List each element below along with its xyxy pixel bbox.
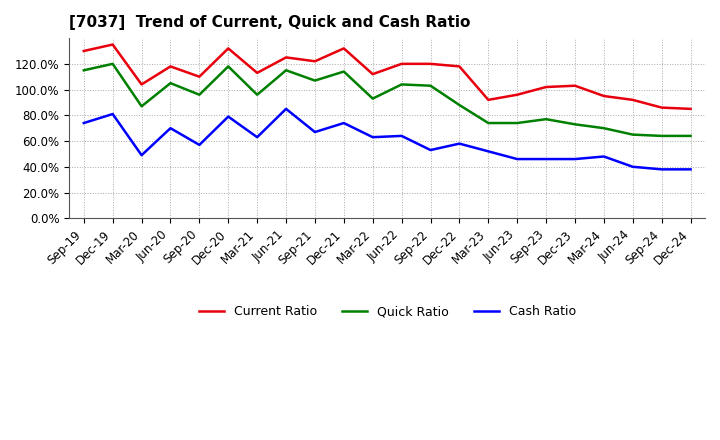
Current Ratio xyxy=(224,46,233,51)
Cash Ratio xyxy=(426,147,435,153)
Quick Ratio xyxy=(138,104,146,109)
Current Ratio xyxy=(109,42,117,47)
Quick Ratio xyxy=(629,132,637,137)
Cash Ratio xyxy=(195,142,204,147)
Cash Ratio xyxy=(253,135,261,140)
Quick Ratio xyxy=(455,103,464,108)
Quick Ratio xyxy=(224,64,233,69)
Quick Ratio xyxy=(340,69,348,74)
Current Ratio xyxy=(600,93,608,99)
Text: [7037]  Trend of Current, Quick and Cash Ratio: [7037] Trend of Current, Quick and Cash … xyxy=(69,15,471,30)
Current Ratio xyxy=(253,70,261,76)
Current Ratio xyxy=(310,59,319,64)
Cash Ratio xyxy=(629,164,637,169)
Current Ratio xyxy=(629,97,637,103)
Current Ratio xyxy=(166,64,175,69)
Current Ratio xyxy=(686,106,695,111)
Quick Ratio xyxy=(282,68,290,73)
Cash Ratio xyxy=(369,135,377,140)
Quick Ratio xyxy=(253,92,261,97)
Current Ratio xyxy=(455,64,464,69)
Quick Ratio xyxy=(571,122,580,127)
Current Ratio xyxy=(282,55,290,60)
Cash Ratio xyxy=(600,154,608,159)
Cash Ratio xyxy=(571,157,580,162)
Quick Ratio xyxy=(657,133,666,139)
Quick Ratio xyxy=(686,133,695,139)
Quick Ratio xyxy=(166,81,175,86)
Cash Ratio xyxy=(686,167,695,172)
Line: Current Ratio: Current Ratio xyxy=(84,44,690,109)
Line: Cash Ratio: Cash Ratio xyxy=(84,109,690,169)
Current Ratio xyxy=(79,48,88,54)
Cash Ratio xyxy=(484,149,492,154)
Cash Ratio xyxy=(397,133,406,139)
Current Ratio xyxy=(571,83,580,88)
Quick Ratio xyxy=(426,83,435,88)
Quick Ratio xyxy=(195,92,204,97)
Current Ratio xyxy=(426,61,435,66)
Cash Ratio xyxy=(79,121,88,126)
Quick Ratio xyxy=(109,61,117,66)
Current Ratio xyxy=(541,84,550,90)
Line: Quick Ratio: Quick Ratio xyxy=(84,64,690,136)
Cash Ratio xyxy=(657,167,666,172)
Current Ratio xyxy=(369,71,377,77)
Cash Ratio xyxy=(109,111,117,117)
Current Ratio xyxy=(657,105,666,110)
Cash Ratio xyxy=(513,157,521,162)
Current Ratio xyxy=(513,92,521,97)
Cash Ratio xyxy=(340,121,348,126)
Quick Ratio xyxy=(310,78,319,83)
Current Ratio xyxy=(138,82,146,87)
Quick Ratio xyxy=(541,117,550,122)
Current Ratio xyxy=(195,74,204,79)
Cash Ratio xyxy=(541,157,550,162)
Current Ratio xyxy=(397,61,406,66)
Quick Ratio xyxy=(369,96,377,101)
Cash Ratio xyxy=(138,153,146,158)
Quick Ratio xyxy=(600,125,608,131)
Quick Ratio xyxy=(513,121,521,126)
Cash Ratio xyxy=(282,106,290,111)
Cash Ratio xyxy=(455,141,464,146)
Quick Ratio xyxy=(397,82,406,87)
Quick Ratio xyxy=(484,121,492,126)
Cash Ratio xyxy=(224,114,233,119)
Cash Ratio xyxy=(310,129,319,135)
Cash Ratio xyxy=(166,125,175,131)
Current Ratio xyxy=(340,46,348,51)
Legend: Current Ratio, Quick Ratio, Cash Ratio: Current Ratio, Quick Ratio, Cash Ratio xyxy=(194,300,580,323)
Current Ratio xyxy=(484,97,492,103)
Quick Ratio xyxy=(79,68,88,73)
